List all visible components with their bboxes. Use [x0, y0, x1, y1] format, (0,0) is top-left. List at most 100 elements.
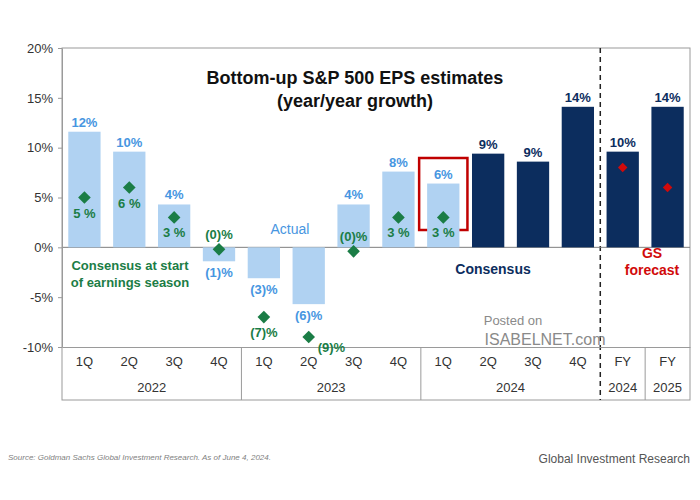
bar-label: 6%	[434, 167, 453, 182]
bar	[607, 152, 639, 248]
x-tick: FY	[659, 354, 676, 369]
x-tick: 4Q	[390, 354, 407, 369]
x-tick: FY	[614, 354, 631, 369]
x-tick-label: FY	[659, 354, 676, 369]
bar	[293, 247, 325, 304]
x-tick-label: 4Q	[210, 354, 227, 369]
marker-label: 3 %	[432, 225, 455, 240]
x-tick-label: 1Q	[255, 354, 272, 369]
x-tick-label: 3Q	[345, 354, 362, 369]
watermark-line: Posted on	[484, 313, 543, 328]
bar	[337, 204, 369, 247]
diamond-marker	[258, 311, 271, 324]
diamond-marker	[302, 331, 315, 344]
y-axis: -10% -5% 0% 5% 10% 15% 20%	[23, 41, 63, 355]
bar	[562, 107, 594, 248]
y-tick: 20%	[27, 41, 62, 56]
chart-title: Bottom-up S&P 500 EPS estimates	[207, 68, 504, 88]
series-label: Actual	[271, 221, 310, 237]
x-tick: 3Q	[345, 354, 362, 369]
x-tick-label: 3Q	[165, 354, 182, 369]
x-group-label: 2023	[317, 380, 346, 395]
marker-label: (7)%	[250, 325, 278, 340]
y-tick: -5%	[30, 290, 62, 305]
x-tick-label: 1Q	[76, 354, 93, 369]
diamond-marker	[78, 191, 91, 204]
background	[0, 0, 700, 500]
y-tick-label: 0%	[34, 240, 53, 255]
group-separator	[241, 347, 242, 400]
diamond-marker	[213, 243, 226, 256]
diamond-marker	[618, 163, 627, 172]
x-tick: 2Q	[479, 354, 496, 369]
chart-subtitle: (year/year growth)	[277, 91, 433, 111]
bar-label: 9%	[524, 145, 543, 160]
bar	[517, 162, 549, 248]
series-label: Consensus at start of earnings season	[71, 258, 190, 290]
x-tick-label: FY	[614, 354, 631, 369]
bar	[68, 132, 100, 248]
x-tick-label: 2Q	[121, 354, 138, 369]
chart-container: -10% -5% 0% 5% 10% 15% 20% 1Q 2Q 3Q 4Q 1Q 2Q 3Q 4Q 1Q 2Q…	[0, 0, 700, 500]
x-tick: 1Q	[76, 354, 93, 369]
bar	[472, 154, 504, 248]
x-tick: 4Q	[210, 354, 227, 369]
x-tick-label: 4Q	[569, 354, 586, 369]
data-labels: 12%10%4%(1)%(3)%(6)%4%8%6%9%9%14%10%14%5…	[71, 90, 681, 355]
bar-label: (1)%	[205, 265, 233, 280]
y-tick: 10%	[27, 140, 62, 155]
y-tick-label: 20%	[27, 41, 53, 56]
diamond-marker	[437, 211, 450, 224]
x-group-label: 2024	[496, 380, 525, 395]
x-tick: 2Q	[121, 354, 138, 369]
x-tick: 2Q	[300, 354, 317, 369]
footer-text: Global Investment Research	[539, 452, 690, 466]
x-tick-label: 2Q	[479, 354, 496, 369]
chart-svg: -10% -5% 0% 5% 10% 15% 20% 1Q 2Q 3Q 4Q 1Q 2Q 3Q 4Q 1Q 2Q…	[0, 0, 700, 500]
y-tick: 0%	[34, 240, 62, 255]
y-tick: 5%	[34, 190, 62, 205]
marker-label: 3 %	[163, 225, 186, 240]
x-group-label: 2025	[653, 380, 682, 395]
bar	[382, 172, 414, 248]
y-tick-label: -10%	[23, 340, 54, 355]
series-label-line: Consensus at start	[71, 258, 189, 273]
x-tick-label: 1Q	[435, 354, 452, 369]
series-label-line: GS	[642, 245, 662, 261]
marks	[68, 107, 683, 344]
marker-label: 3 %	[387, 225, 410, 240]
x-tick-label: 2Q	[300, 354, 317, 369]
diamond-marker	[123, 181, 136, 194]
x-group-label: 2022	[137, 380, 166, 395]
diamond-marker	[168, 211, 181, 224]
bar-label: 10%	[610, 135, 636, 150]
group-separator	[645, 347, 646, 400]
y-tick-label: 15%	[27, 90, 53, 105]
bar-label: (6)%	[295, 308, 323, 323]
x-tick: 1Q	[255, 354, 272, 369]
zero-line	[62, 247, 690, 248]
y-tick-mark	[58, 347, 62, 348]
bar-label: 4%	[344, 187, 363, 202]
marker-label: (0)%	[340, 229, 368, 244]
marker-label: 6 %	[118, 196, 141, 211]
bar	[113, 152, 145, 248]
bar-label: 14%	[655, 90, 681, 105]
watermark-line: ISABELNET.com	[485, 331, 606, 348]
x-tick-label: 4Q	[390, 354, 407, 369]
bar	[158, 204, 190, 247]
y-tick-mark	[58, 247, 62, 248]
marker-label: (9)%	[318, 340, 346, 355]
series-label: Consensus	[455, 261, 531, 277]
y-tick-mark	[58, 297, 62, 298]
bar-label: 8%	[389, 155, 408, 170]
y-axis-line	[62, 49, 63, 348]
y-tick-mark	[58, 98, 62, 99]
group-separator	[420, 347, 421, 400]
plot-frame	[62, 48, 690, 400]
series-label-line: of earnings season	[71, 275, 190, 290]
y-tick-mark	[58, 48, 62, 49]
y-tick-label: -5%	[30, 290, 54, 305]
bar-label: 4%	[165, 187, 184, 202]
x-tick-label: 3Q	[524, 354, 541, 369]
